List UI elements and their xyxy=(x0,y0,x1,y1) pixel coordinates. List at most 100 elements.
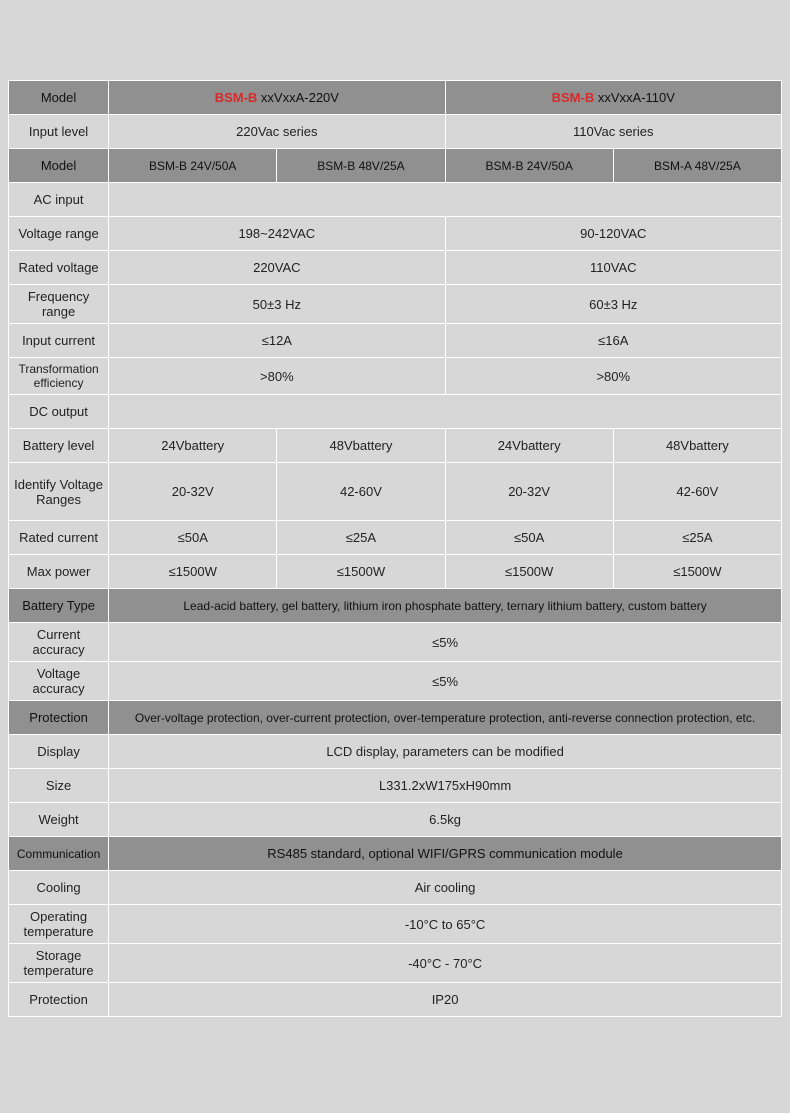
series-220-prefix: BSM-B xyxy=(215,90,258,105)
row-identify-voltage: Identify Voltage Ranges 20-32V 42-60V 20… xyxy=(9,463,782,521)
row-communication: Communication RS485 standard, optional W… xyxy=(9,837,782,871)
frequency-110: 60±3 Hz xyxy=(445,285,781,324)
label-protection: Protection xyxy=(9,701,109,735)
row-rated-voltage: Rated voltage 220VAC 110VAC xyxy=(9,251,782,285)
op-temp-value: -10°C to 65°C xyxy=(109,905,782,944)
series-220: BSM-B xxVxxA-220V xyxy=(109,81,445,115)
row-dc-output: DC output xyxy=(9,395,782,429)
weight-value: 6.5kg xyxy=(109,803,782,837)
row-input-current: Input current ≤12A ≤16A xyxy=(9,324,782,358)
label-battery-level: Battery level xyxy=(9,429,109,463)
row-storage-temp: Storage temperature -40°C - 70°C xyxy=(9,944,782,983)
row-max-power: Max power ≤1500W ≤1500W ≤1500W ≤1500W xyxy=(9,555,782,589)
identify-voltage-2: 20-32V xyxy=(445,463,613,521)
battery-level-0: 24Vbattery xyxy=(109,429,277,463)
dc-output-blank xyxy=(109,395,782,429)
rated-current-1: ≤25A xyxy=(277,521,445,555)
row-model-series: Model BSM-B xxVxxA-220V BSM-B xxVxxA-110… xyxy=(9,81,782,115)
battery-level-2: 24Vbattery xyxy=(445,429,613,463)
battery-type-value: Lead-acid battery, gel battery, lithium … xyxy=(109,589,782,623)
label-op-temp: Operating temperature xyxy=(9,905,109,944)
display-value: LCD display, parameters can be modified xyxy=(109,735,782,769)
voltage-range-220: 198~242VAC xyxy=(109,217,445,251)
row-input-level: Input level 220Vac series 110Vac series xyxy=(9,115,782,149)
voltage-range-110: 90-120VAC xyxy=(445,217,781,251)
label-model2: Model xyxy=(9,149,109,183)
series-110-suffix: xxVxxA-110V xyxy=(594,90,675,105)
row-cooling: Cooling Air cooling xyxy=(9,871,782,905)
ac-input-blank xyxy=(109,183,782,217)
rated-voltage-220: 220VAC xyxy=(109,251,445,285)
label-display: Display xyxy=(9,735,109,769)
rated-current-3: ≤25A xyxy=(613,521,781,555)
size-value: L331.2xW175xH90mm xyxy=(109,769,782,803)
row-ac-input: AC input xyxy=(9,183,782,217)
row-protection2: Protection IP20 xyxy=(9,983,782,1017)
row-display: Display LCD display, parameters can be m… xyxy=(9,735,782,769)
row-voltage-accuracy: Voltage accuracy ≤5% xyxy=(9,662,782,701)
input-current-220: ≤12A xyxy=(109,324,445,358)
label-ac-input: AC input xyxy=(9,183,109,217)
row-rated-current: Rated current ≤50A ≤25A ≤50A ≤25A xyxy=(9,521,782,555)
current-accuracy-value: ≤5% xyxy=(109,623,782,662)
identify-voltage-0: 20-32V xyxy=(109,463,277,521)
transformation-eff-220: >80% xyxy=(109,358,445,395)
label-protection2: Protection xyxy=(9,983,109,1017)
label-voltage-range: Voltage range xyxy=(9,217,109,251)
series-220-suffix: xxVxxA-220V xyxy=(257,90,339,105)
label-current-accuracy: Current accuracy xyxy=(9,623,109,662)
transformation-eff-110: >80% xyxy=(445,358,781,395)
label-rated-voltage: Rated voltage xyxy=(9,251,109,285)
cooling-value: Air cooling xyxy=(109,871,782,905)
model-3: BSM-A 48V/25A xyxy=(613,149,781,183)
spec-table: Model BSM-B xxVxxA-220V BSM-B xxVxxA-110… xyxy=(8,80,782,1017)
label-rated-current: Rated current xyxy=(9,521,109,555)
label-size: Size xyxy=(9,769,109,803)
row-models: Model BSM-B 24V/50A BSM-B 48V/25A BSM-B … xyxy=(9,149,782,183)
max-power-1: ≤1500W xyxy=(277,555,445,589)
max-power-2: ≤1500W xyxy=(445,555,613,589)
voltage-accuracy-value: ≤5% xyxy=(109,662,782,701)
protection2-value: IP20 xyxy=(109,983,782,1017)
label-communication: Communication xyxy=(9,837,109,871)
label-model: Model xyxy=(9,81,109,115)
label-frequency-range: Frequency range xyxy=(9,285,109,324)
series-110: BSM-B xxVxxA-110V xyxy=(445,81,781,115)
label-voltage-accuracy: Voltage accuracy xyxy=(9,662,109,701)
storage-temp-value: -40°C - 70°C xyxy=(109,944,782,983)
row-size: Size L331.2xW175xH90mm xyxy=(9,769,782,803)
frequency-220: 50±3 Hz xyxy=(109,285,445,324)
label-weight: Weight xyxy=(9,803,109,837)
communication-value: RS485 standard, optional WIFI/GPRS commu… xyxy=(109,837,782,871)
protection-value: Over-voltage protection, over-current pr… xyxy=(109,701,782,735)
label-cooling: Cooling xyxy=(9,871,109,905)
row-current-accuracy: Current accuracy ≤5% xyxy=(9,623,782,662)
rated-current-2: ≤50A xyxy=(445,521,613,555)
identify-voltage-1: 42-60V xyxy=(277,463,445,521)
series-110-prefix: BSM-B xyxy=(552,90,595,105)
rated-voltage-110: 110VAC xyxy=(445,251,781,285)
input-level-110: 110Vac series xyxy=(445,115,781,149)
model-1: BSM-B 48V/25A xyxy=(277,149,445,183)
label-input-level: Input level xyxy=(9,115,109,149)
row-battery-level: Battery level 24Vbattery 48Vbattery 24Vb… xyxy=(9,429,782,463)
label-transformation-eff: Transformation efficiency xyxy=(9,358,109,395)
label-identify-voltage: Identify Voltage Ranges xyxy=(9,463,109,521)
model-2: BSM-B 24V/50A xyxy=(445,149,613,183)
rated-current-0: ≤50A xyxy=(109,521,277,555)
label-storage-temp: Storage temperature xyxy=(9,944,109,983)
row-frequency-range: Frequency range 50±3 Hz 60±3 Hz xyxy=(9,285,782,324)
row-weight: Weight 6.5kg xyxy=(9,803,782,837)
input-current-110: ≤16A xyxy=(445,324,781,358)
row-protection: Protection Over-voltage protection, over… xyxy=(9,701,782,735)
row-voltage-range: Voltage range 198~242VAC 90-120VAC xyxy=(9,217,782,251)
label-max-power: Max power xyxy=(9,555,109,589)
spec-table-container: Model BSM-B xxVxxA-220V BSM-B xxVxxA-110… xyxy=(0,0,790,1057)
identify-voltage-3: 42-60V xyxy=(613,463,781,521)
max-power-0: ≤1500W xyxy=(109,555,277,589)
model-0: BSM-B 24V/50A xyxy=(109,149,277,183)
battery-level-3: 48Vbattery xyxy=(613,429,781,463)
label-battery-type: Battery Type xyxy=(9,589,109,623)
row-op-temp: Operating temperature -10°C to 65°C xyxy=(9,905,782,944)
label-dc-output: DC output xyxy=(9,395,109,429)
